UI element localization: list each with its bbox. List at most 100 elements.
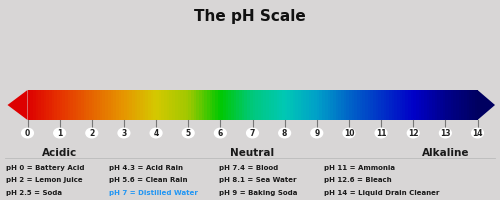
Bar xyxy=(440,90,442,120)
Ellipse shape xyxy=(408,128,419,138)
Bar xyxy=(268,90,271,120)
Bar xyxy=(258,90,260,120)
Text: Acidic: Acidic xyxy=(42,148,78,158)
Bar xyxy=(54,90,57,120)
Bar xyxy=(304,90,306,120)
Bar xyxy=(180,90,183,120)
Bar xyxy=(65,90,68,120)
Text: 9: 9 xyxy=(314,129,320,138)
Bar xyxy=(288,90,290,120)
Text: pH 12.6 = Bleach: pH 12.6 = Bleach xyxy=(324,177,392,183)
Bar xyxy=(73,90,76,120)
Bar xyxy=(338,90,341,120)
Bar xyxy=(116,90,118,120)
Bar xyxy=(130,90,132,120)
Bar xyxy=(226,90,228,120)
Text: 7: 7 xyxy=(250,129,255,138)
Bar xyxy=(186,90,188,120)
Bar xyxy=(81,90,84,120)
Bar xyxy=(134,90,138,120)
Bar xyxy=(220,90,223,120)
Bar xyxy=(352,90,354,120)
Bar xyxy=(199,90,202,120)
Bar xyxy=(328,90,330,120)
Bar xyxy=(44,90,46,120)
Ellipse shape xyxy=(343,128,355,138)
Text: 14: 14 xyxy=(472,129,483,138)
Bar xyxy=(470,90,472,120)
Bar xyxy=(386,90,389,120)
Bar xyxy=(236,90,239,120)
Bar xyxy=(218,90,220,120)
Bar xyxy=(78,90,81,120)
Bar xyxy=(30,90,33,120)
Text: pH 14 = Liquid Drain Cleaner: pH 14 = Liquid Drain Cleaner xyxy=(324,190,440,196)
Bar xyxy=(400,90,402,120)
Bar xyxy=(448,90,450,120)
Bar xyxy=(464,90,467,120)
Bar xyxy=(312,90,314,120)
Bar xyxy=(360,90,362,120)
Bar xyxy=(52,90,54,120)
Bar xyxy=(154,90,156,120)
Bar xyxy=(389,90,392,120)
Ellipse shape xyxy=(118,128,130,138)
Text: pH 11 = Ammonia: pH 11 = Ammonia xyxy=(324,165,395,171)
Bar xyxy=(191,90,194,120)
Bar xyxy=(121,90,124,120)
Text: pH 0 = Battery Acid: pH 0 = Battery Acid xyxy=(6,165,84,171)
Bar xyxy=(357,90,360,120)
Bar xyxy=(330,90,333,120)
Bar xyxy=(118,90,121,120)
Bar xyxy=(475,90,478,120)
Bar xyxy=(234,90,236,120)
Bar xyxy=(183,90,186,120)
Bar xyxy=(231,90,234,120)
Text: pH 9 = Baking Soda: pH 9 = Baking Soda xyxy=(219,190,298,196)
Bar xyxy=(28,90,30,120)
Bar xyxy=(467,90,469,120)
Ellipse shape xyxy=(86,128,98,138)
Bar xyxy=(282,90,284,120)
Bar xyxy=(373,90,376,120)
Bar xyxy=(284,90,288,120)
Bar xyxy=(210,90,212,120)
Bar xyxy=(322,90,325,120)
Bar xyxy=(110,90,113,120)
Bar xyxy=(346,90,349,120)
Bar xyxy=(113,90,116,120)
Bar xyxy=(204,90,207,120)
Bar xyxy=(89,90,92,120)
Bar xyxy=(207,90,210,120)
Bar xyxy=(159,90,162,120)
Bar xyxy=(416,90,418,120)
Bar xyxy=(172,90,175,120)
Bar xyxy=(138,90,140,120)
Bar xyxy=(57,90,59,120)
Bar xyxy=(296,90,298,120)
Bar xyxy=(421,90,424,120)
Bar xyxy=(124,90,126,120)
Bar xyxy=(150,90,154,120)
Bar xyxy=(418,90,421,120)
Bar xyxy=(70,90,73,120)
Ellipse shape xyxy=(311,128,322,138)
Bar xyxy=(426,90,430,120)
Bar xyxy=(402,90,405,120)
Polygon shape xyxy=(478,90,495,120)
Text: pH 8.1 = Sea Water: pH 8.1 = Sea Water xyxy=(219,177,296,183)
Bar xyxy=(290,90,292,120)
Text: 5: 5 xyxy=(186,129,191,138)
Bar xyxy=(454,90,456,120)
Bar xyxy=(333,90,336,120)
Bar xyxy=(392,90,394,120)
Bar xyxy=(424,90,426,120)
Bar xyxy=(38,90,41,120)
Bar xyxy=(41,90,43,120)
Text: pH 7 = Distilled Water: pH 7 = Distilled Water xyxy=(109,190,198,196)
Bar xyxy=(434,90,438,120)
Bar xyxy=(97,90,100,120)
Bar xyxy=(92,90,94,120)
Bar xyxy=(84,90,86,120)
Bar xyxy=(132,90,134,120)
